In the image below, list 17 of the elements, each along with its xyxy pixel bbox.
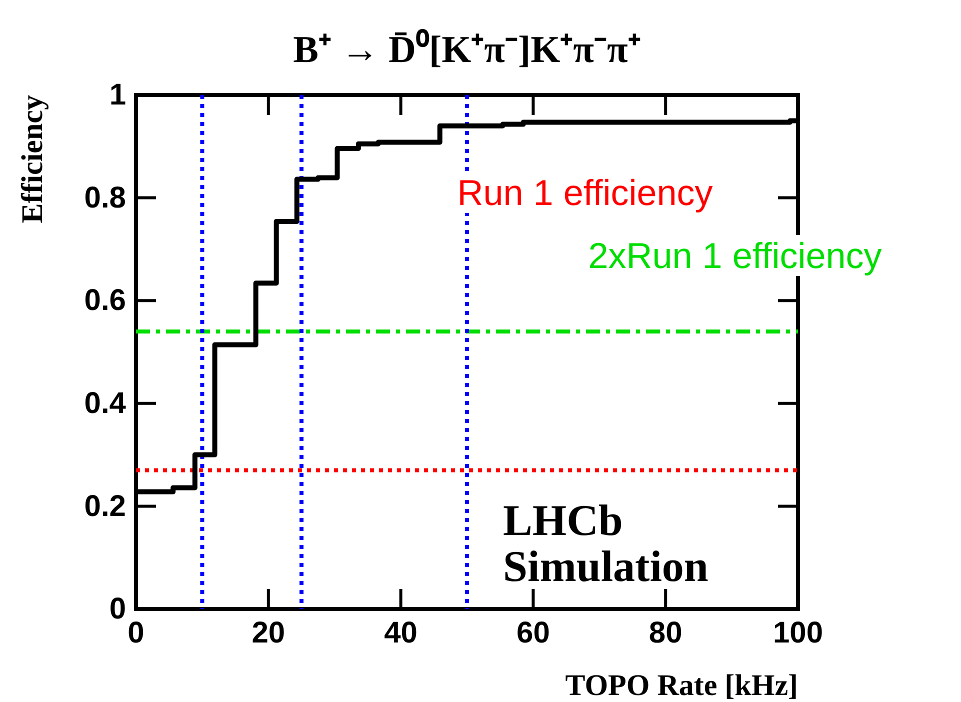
- x-tick-label: 100: [772, 616, 824, 650]
- y-tick-label: 0.2: [84, 490, 126, 523]
- x-tick-label: 40: [384, 616, 418, 650]
- y-tick-label: 1: [109, 78, 126, 112]
- x-axis-title: TOPO Rate [kHz]: [565, 669, 798, 702]
- x-tick-label: 20: [252, 616, 286, 650]
- y-axis-title: Efficiency: [16, 95, 49, 224]
- x-tick-label: 80: [648, 616, 682, 650]
- y-tick-label: 0: [109, 592, 126, 626]
- ref-line-label: Run 1 efficiency: [457, 172, 713, 213]
- annotation: LHCb Simulation: [503, 496, 708, 591]
- chart-title: B⁺ → D̄⁰[K⁺π⁻]K⁺π⁻π⁺: [293, 29, 641, 71]
- ref-line-label: 2xRun 1 efficiency: [588, 235, 882, 276]
- x-tick-label: 60: [516, 616, 550, 650]
- y-tick-label: 0.8: [84, 181, 126, 214]
- y-tick-label: 0.6: [84, 284, 126, 318]
- y-tick-label: 0.4: [84, 387, 126, 420]
